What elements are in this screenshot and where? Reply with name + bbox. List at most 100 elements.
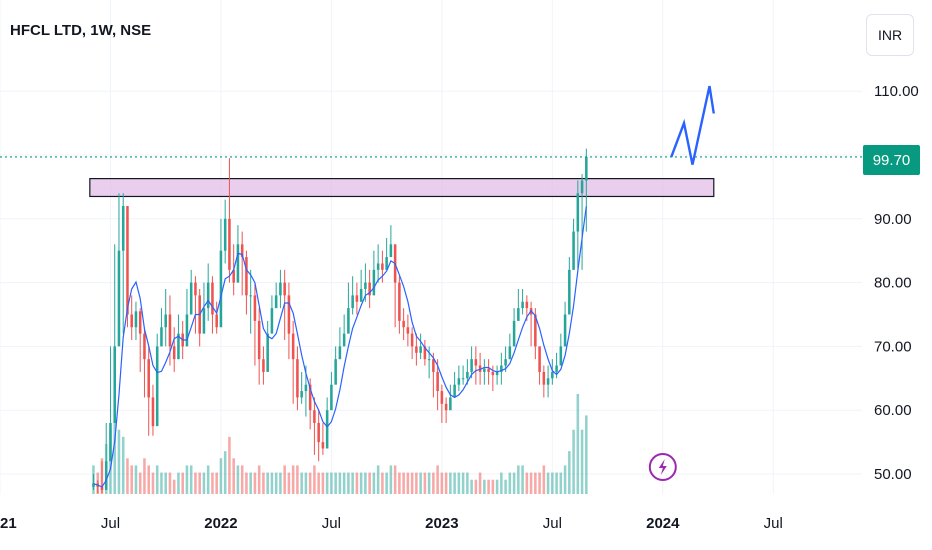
candle-body — [483, 368, 486, 372]
volume-bar — [572, 429, 575, 494]
volume-bar — [313, 465, 316, 494]
candle-body — [508, 346, 512, 360]
candle-body — [576, 193, 580, 232]
volume-bar — [551, 472, 554, 494]
volume-bar — [245, 472, 248, 494]
candle-body — [257, 320, 261, 360]
candle-body — [185, 314, 189, 347]
volume-bar — [436, 465, 439, 494]
candle-body — [478, 365, 482, 372]
volume-bar — [223, 451, 227, 494]
volume-bar — [194, 472, 197, 494]
candle-body — [453, 384, 456, 398]
volume-bar — [236, 465, 240, 494]
candle-body — [232, 269, 235, 283]
candle-body — [440, 391, 444, 404]
volume-bar — [249, 472, 252, 494]
candle-body — [457, 378, 461, 385]
candle-body — [228, 218, 231, 270]
candle-body — [432, 359, 435, 372]
currency-selector[interactable]: INR — [866, 14, 914, 56]
candle-body — [321, 442, 325, 449]
candle-body — [304, 384, 308, 392]
candle-body — [487, 368, 490, 372]
volume-bars — [92, 394, 588, 494]
candle-body — [364, 282, 367, 289]
candle-body — [347, 308, 350, 334]
candle-body — [500, 365, 503, 372]
volume-bar — [495, 479, 499, 494]
candle-body — [572, 231, 575, 270]
candle-body — [423, 346, 427, 360]
volume-bar — [500, 472, 503, 494]
candle-body — [266, 333, 269, 372]
volume-bar — [585, 415, 588, 494]
candle-body — [211, 282, 214, 315]
candle-body — [525, 301, 529, 309]
candle-body — [551, 371, 554, 379]
volume-bar — [185, 465, 189, 494]
last-price-tag: 99.70 — [863, 145, 920, 175]
candle-body — [308, 384, 312, 411]
candle-body — [580, 180, 584, 194]
volume-bar — [546, 472, 550, 494]
candle-body — [368, 282, 371, 296]
volume-bar — [130, 465, 133, 494]
event-marker[interactable] — [648, 453, 677, 481]
volume-bar — [121, 436, 125, 494]
volume-bar — [300, 472, 303, 494]
volume-bar — [296, 465, 299, 494]
candle-body — [151, 397, 155, 427]
y-tick-label: 70.00 — [874, 338, 912, 355]
volume-bar — [232, 458, 235, 494]
candle-body — [177, 333, 180, 360]
candle-body — [517, 308, 520, 321]
volume-bar — [376, 465, 380, 494]
candle-body — [355, 295, 359, 302]
volume-bar — [487, 479, 490, 494]
volume-bar — [151, 472, 155, 494]
volume-bar — [580, 429, 584, 494]
candle-body — [100, 486, 104, 490]
candle-body — [338, 346, 342, 360]
volume-bar — [410, 472, 414, 494]
candle-body — [245, 257, 248, 296]
volume-bar — [347, 472, 350, 494]
chart-title: HFCL LTD, 1W, NSE — [10, 22, 152, 39]
candle-body — [542, 371, 546, 385]
resistance-zone — [89, 178, 715, 198]
volume-bar — [283, 465, 286, 494]
candle-body — [219, 250, 223, 328]
volume-bar — [143, 458, 146, 494]
volume-bar — [563, 465, 567, 494]
volume-bar — [359, 472, 363, 494]
candle-body — [449, 397, 452, 411]
volume-bar — [568, 451, 571, 494]
volume-bar — [372, 472, 376, 494]
volume-bar — [304, 472, 308, 494]
x-tick-label: 2024 — [646, 515, 680, 532]
candle-body — [300, 391, 303, 398]
volume-bar — [393, 465, 397, 494]
volume-bar — [478, 472, 482, 494]
candle-body — [270, 308, 274, 334]
candle-body — [202, 308, 206, 334]
candle-body — [504, 359, 507, 366]
candle-body — [279, 282, 282, 296]
x-tick-label: 2022 — [204, 515, 237, 532]
volume-bar — [321, 472, 325, 494]
volume-bar — [126, 458, 129, 494]
volume-bar — [381, 472, 384, 494]
candle-body — [376, 263, 380, 270]
volume-bar — [279, 472, 282, 494]
candle-body — [555, 365, 558, 372]
volume-bar — [491, 479, 495, 494]
candle-body — [126, 206, 129, 315]
volume-bar — [206, 465, 210, 494]
x-tick-label: Jul — [101, 515, 120, 532]
candle-body — [330, 384, 333, 411]
candle-body — [92, 483, 95, 487]
candle-body — [143, 333, 146, 360]
volume-bar — [534, 472, 537, 494]
